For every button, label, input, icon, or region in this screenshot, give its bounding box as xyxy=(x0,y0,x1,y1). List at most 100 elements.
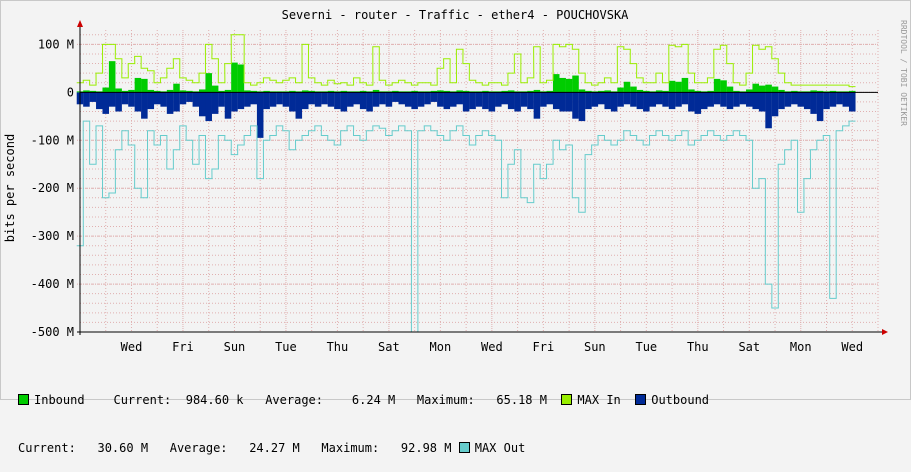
outbound-bar xyxy=(250,92,258,105)
outbound-bar xyxy=(816,92,824,122)
legend-row-2: Current: 30.60 M Average: 24.27 M Maximu… xyxy=(18,440,709,456)
watermark: RRDTOOL / TOBI OETIKER xyxy=(899,20,908,126)
outbound-bar xyxy=(443,92,451,110)
legend-inbound-label: Inbound xyxy=(34,393,85,407)
inbound-bar xyxy=(430,90,438,93)
outbound-bar xyxy=(83,92,90,107)
outbound-bar xyxy=(617,92,624,107)
outbound-bar xyxy=(295,92,303,119)
outbound-bar xyxy=(784,92,792,107)
outbound-bar xyxy=(404,92,412,107)
inbound-bar xyxy=(115,88,122,93)
inbound-bar xyxy=(713,78,721,93)
outbound-bar xyxy=(688,92,695,112)
inbound-bar xyxy=(289,90,296,93)
outbound-bar xyxy=(334,92,341,110)
inbound-bar xyxy=(83,90,90,93)
outbound-bar xyxy=(314,92,322,107)
outbound-bar xyxy=(347,92,354,107)
outbound-bar xyxy=(482,92,489,110)
legend-max-out-label: MAX Out xyxy=(474,441,526,455)
x-tick-label: Sat xyxy=(738,340,760,354)
outbound-bar xyxy=(231,92,238,112)
outbound-bar xyxy=(211,92,219,114)
outbound-bar xyxy=(462,92,470,112)
y-axis-arrow xyxy=(77,20,83,27)
outbound-bar xyxy=(810,92,817,114)
outbound-bar xyxy=(514,92,521,112)
inbound-bar xyxy=(128,89,135,93)
outbound-bar xyxy=(829,92,837,107)
outbound-bar xyxy=(372,92,380,107)
inbound-bar xyxy=(211,85,219,93)
outbound-bar xyxy=(681,92,689,105)
inbound-bar xyxy=(720,80,727,93)
outbound-bar xyxy=(623,92,631,105)
inbound-bar xyxy=(224,89,232,93)
outbound-bar xyxy=(121,92,129,105)
inbound-bar xyxy=(694,90,702,93)
outbound-bar xyxy=(662,92,669,107)
inbound-bar xyxy=(816,90,824,93)
inbound-bar xyxy=(668,80,676,93)
outbound-bar xyxy=(520,92,528,107)
legend-inbound-stats: Current: 984.60 k Average: 6.24 M Maximu… xyxy=(113,393,547,407)
outbound-bar xyxy=(199,92,206,117)
y-tick-label: -500 M xyxy=(31,325,74,339)
outbound-bar xyxy=(449,92,457,107)
x-tick-label: Mon xyxy=(790,340,812,354)
x-tick-label: Sun xyxy=(224,340,246,354)
inbound-bar xyxy=(199,89,206,93)
outbound-bar xyxy=(636,92,644,110)
legend-row-1: Inbound Current: 984.60 k Average: 6.24 … xyxy=(18,392,709,408)
outbound-bar xyxy=(89,92,97,102)
inbound-bar xyxy=(108,61,116,93)
outbound-bar xyxy=(585,92,592,110)
inbound-bar xyxy=(848,90,856,93)
outbound-bar xyxy=(411,92,418,110)
outbound-bar xyxy=(655,92,663,105)
outbound-bar xyxy=(578,92,586,122)
inbound-bar xyxy=(392,90,399,93)
inbound-bar xyxy=(482,90,489,93)
outbound-bar xyxy=(102,92,110,114)
outbound-bar xyxy=(301,92,309,110)
x-tick-label: Wed xyxy=(121,340,143,354)
outbound-bar xyxy=(96,92,103,110)
inbound-bar xyxy=(643,90,650,93)
outbound-bar xyxy=(552,92,560,110)
x-tick-label: Tue xyxy=(275,340,297,354)
outbound-bar xyxy=(610,92,618,112)
outbound-bar xyxy=(108,92,116,107)
outbound-bar xyxy=(739,92,747,105)
x-tick-label: Tue xyxy=(635,340,657,354)
outbound-bar xyxy=(591,92,599,107)
chart-title: Severni - router - Traffic - ether4 - PO… xyxy=(282,8,630,22)
max-out-swatch xyxy=(458,442,470,453)
outbound-bar xyxy=(848,92,856,112)
inbound-bar xyxy=(250,90,258,93)
outbound-bar xyxy=(289,92,296,112)
legend-outbound-stats: Current: 30.60 M Average: 24.27 M Maximu… xyxy=(18,441,452,455)
x-tick-label: Wed xyxy=(481,340,503,354)
inbound-bar xyxy=(771,86,779,93)
outbound-bar xyxy=(559,92,566,112)
outbound-bar xyxy=(707,92,714,107)
outbound-bar xyxy=(533,92,541,119)
outbound-bar xyxy=(437,92,444,107)
inbound-bar xyxy=(810,90,817,93)
outbound-bar xyxy=(256,92,264,138)
outbound-bar xyxy=(630,92,637,107)
outbound-bar xyxy=(565,92,573,112)
inbound-bar xyxy=(623,81,631,93)
outbound-bar xyxy=(527,92,534,110)
inbound-bar xyxy=(507,90,515,93)
outbound-bar xyxy=(791,92,798,105)
outbound-bar xyxy=(495,92,502,107)
outbound-bar xyxy=(546,92,554,105)
outbound-bar xyxy=(160,92,167,107)
y-tick-label: -100 M xyxy=(31,133,74,147)
inbound-bar xyxy=(462,90,470,93)
outbound-bar xyxy=(771,92,779,117)
inbound-bar xyxy=(598,90,605,93)
